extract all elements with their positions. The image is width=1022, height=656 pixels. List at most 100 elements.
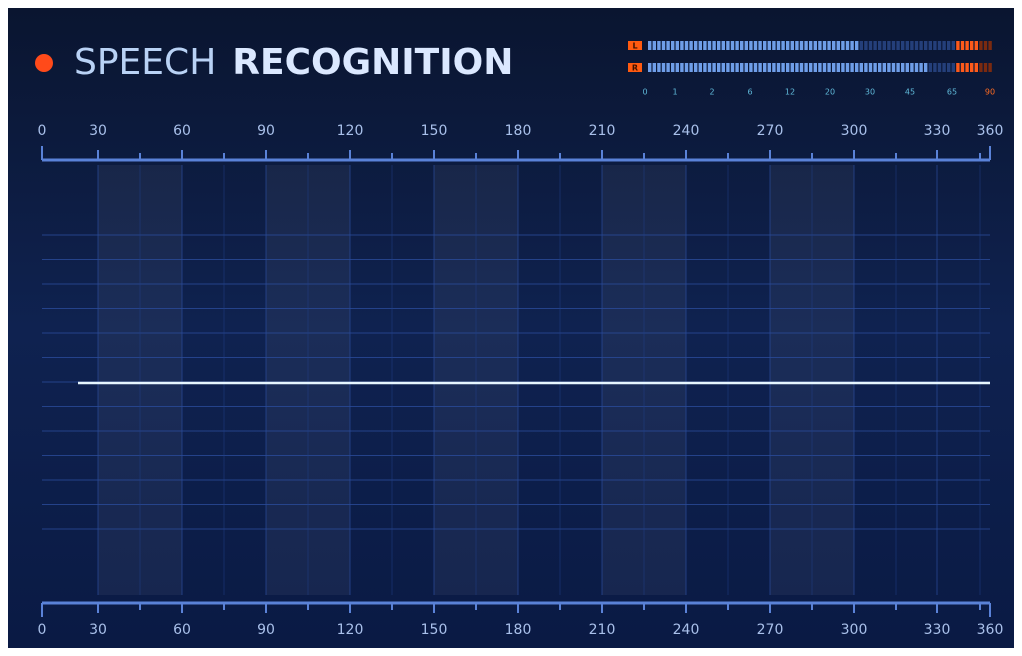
meter-segment bbox=[906, 41, 909, 50]
meter-segment bbox=[965, 63, 968, 72]
meter-segment bbox=[896, 41, 899, 50]
meter-segment bbox=[708, 63, 711, 72]
meter-segment bbox=[689, 41, 692, 50]
meter-scale-label: 6 bbox=[747, 88, 752, 97]
ruler-label: 300 bbox=[841, 622, 868, 638]
meter-segment bbox=[818, 63, 821, 72]
meter-segment bbox=[680, 63, 683, 72]
meter-segment bbox=[699, 63, 702, 72]
ruler-label: 0 bbox=[38, 123, 47, 139]
meter-segment bbox=[860, 41, 863, 50]
meter-segment bbox=[984, 41, 987, 50]
meter-segment bbox=[837, 41, 840, 50]
meter-segment bbox=[846, 63, 849, 72]
meter-segment bbox=[956, 41, 959, 50]
ruler-label: 60 bbox=[173, 123, 191, 139]
meter-segment bbox=[956, 63, 959, 72]
meter-segment bbox=[694, 63, 697, 72]
meter-segment bbox=[896, 63, 899, 72]
meter-segment bbox=[657, 63, 660, 72]
meter-segment bbox=[841, 41, 844, 50]
ruler-label: 30 bbox=[89, 622, 107, 638]
meter-segment bbox=[832, 63, 835, 72]
ruler-label: 150 bbox=[421, 622, 448, 638]
meter-segment bbox=[722, 41, 725, 50]
meter-scale-label: 2 bbox=[709, 88, 714, 97]
meter-scale-label: 45 bbox=[905, 88, 915, 97]
meter-segment bbox=[809, 63, 812, 72]
meter-segment bbox=[795, 41, 798, 50]
meter-segment bbox=[772, 63, 775, 72]
meter-segment bbox=[712, 63, 715, 72]
meter-segment bbox=[676, 41, 679, 50]
meter-segment bbox=[722, 63, 725, 72]
meter-segment bbox=[749, 41, 752, 50]
meter-segment bbox=[965, 41, 968, 50]
meter-segment bbox=[850, 63, 853, 72]
meter-segment bbox=[814, 63, 817, 72]
meter-scale-label: 90 bbox=[985, 88, 995, 97]
meter-segment bbox=[781, 63, 784, 72]
ruler-label: 60 bbox=[173, 622, 191, 638]
ruler-label: 330 bbox=[924, 622, 951, 638]
meter-segment bbox=[676, 63, 679, 72]
meter-segment bbox=[878, 63, 881, 72]
meter-segment bbox=[666, 63, 669, 72]
meter-segment bbox=[726, 41, 729, 50]
ruler-label: 0 bbox=[38, 622, 47, 638]
meter-segment bbox=[919, 63, 922, 72]
meter-segment bbox=[781, 41, 784, 50]
meter-segment bbox=[685, 63, 688, 72]
meter-segment bbox=[800, 41, 803, 50]
meter-segment bbox=[671, 63, 674, 72]
meter-segment bbox=[933, 41, 936, 50]
meter-scale-label: 20 bbox=[825, 88, 835, 97]
meter-segment bbox=[800, 63, 803, 72]
meter-segment bbox=[740, 41, 743, 50]
meter-segment bbox=[827, 41, 830, 50]
meter-segment bbox=[864, 63, 867, 72]
meter-segment bbox=[901, 63, 904, 72]
meter-segment bbox=[758, 41, 761, 50]
meter-segment bbox=[791, 63, 794, 72]
meter-segment bbox=[754, 63, 757, 72]
meter-segment bbox=[883, 63, 886, 72]
ruler-label: 90 bbox=[257, 123, 275, 139]
meter-segment bbox=[988, 41, 991, 50]
meter-segment bbox=[758, 63, 761, 72]
meter-segment bbox=[745, 63, 748, 72]
meter-segment bbox=[717, 41, 720, 50]
meter-segment bbox=[749, 63, 752, 72]
meter-segment bbox=[938, 63, 941, 72]
meter-segment bbox=[892, 63, 895, 72]
meter-scale-label: 1 bbox=[672, 88, 677, 97]
meter-segment bbox=[735, 63, 738, 72]
meter-segment bbox=[662, 41, 665, 50]
meter-segment bbox=[832, 41, 835, 50]
meter-segment bbox=[768, 63, 771, 72]
meter-segment bbox=[712, 41, 715, 50]
meter-segment bbox=[680, 41, 683, 50]
meter-segment bbox=[648, 41, 651, 50]
meter-segment bbox=[855, 41, 858, 50]
ruler-label: 120 bbox=[337, 123, 364, 139]
meter-segment bbox=[961, 41, 964, 50]
meter-segment bbox=[915, 41, 918, 50]
meter-segment bbox=[772, 41, 775, 50]
meter-segment bbox=[860, 63, 863, 72]
channel-label: L bbox=[632, 42, 637, 51]
meter-segment bbox=[915, 63, 918, 72]
title-bold: RECOGNITION bbox=[232, 42, 513, 83]
meter-segment bbox=[887, 41, 890, 50]
meter-segment bbox=[984, 63, 987, 72]
meter-segment bbox=[878, 41, 881, 50]
meter-segment bbox=[662, 63, 665, 72]
title: SPEECHRECOGNITION bbox=[74, 42, 513, 83]
meter-segment bbox=[694, 41, 697, 50]
meter-segment bbox=[795, 63, 798, 72]
meter-segment bbox=[657, 41, 660, 50]
meter-segment bbox=[653, 41, 656, 50]
meter-scale-label: 30 bbox=[865, 88, 875, 97]
meter-segment bbox=[754, 41, 757, 50]
meter-segment bbox=[970, 41, 973, 50]
